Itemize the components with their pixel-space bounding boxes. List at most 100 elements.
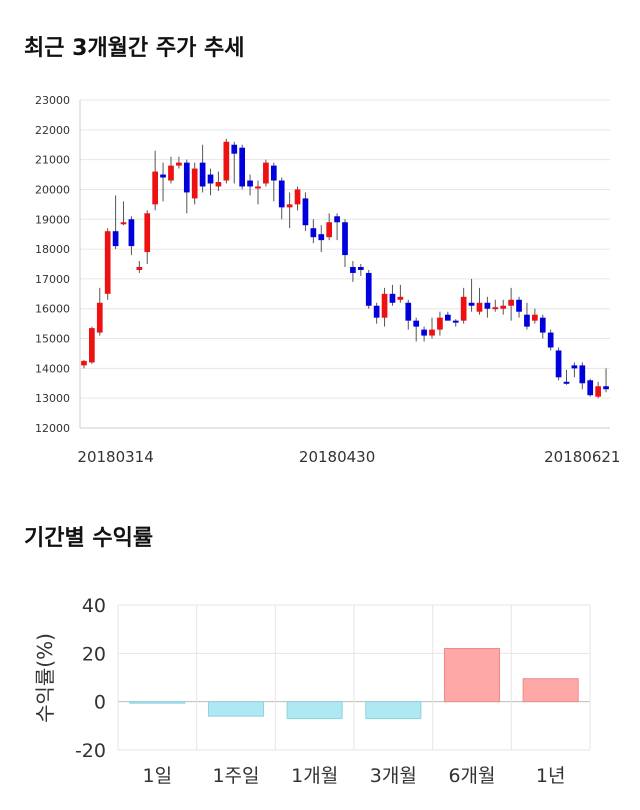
returns-bars	[129, 648, 579, 720]
candle-body	[183, 162, 190, 193]
candle	[294, 186, 301, 211]
candle	[96, 287, 103, 336]
returns-bar	[129, 701, 186, 704]
candle-body	[547, 332, 554, 348]
candle-body	[160, 174, 166, 178]
candle-body	[152, 171, 158, 205]
candle	[168, 156, 174, 184]
candle	[81, 360, 87, 369]
candle-body	[555, 350, 562, 378]
candle-body	[460, 296, 467, 321]
candle	[547, 329, 554, 351]
candle-grid	[79, 99, 610, 429]
candle-body	[239, 147, 246, 187]
candle	[278, 177, 285, 220]
candle	[286, 192, 293, 229]
candle-body	[81, 360, 87, 366]
candle	[255, 180, 261, 205]
candle	[516, 296, 522, 318]
candle	[112, 195, 119, 250]
candle	[263, 159, 269, 187]
candle-body	[500, 305, 507, 309]
candle-body	[389, 293, 396, 303]
returns-x-tick: 1일	[143, 765, 173, 787]
candle-series	[81, 138, 609, 399]
candle-body	[508, 299, 514, 306]
candle-y-tick: 22000	[35, 124, 70, 137]
candle-y-tick: 16000	[35, 303, 70, 316]
candle	[452, 319, 459, 327]
candle-body	[587, 380, 594, 396]
candle	[571, 362, 578, 378]
returns-x-tick: 3개월	[370, 765, 417, 787]
candle	[310, 219, 317, 244]
candle	[484, 296, 491, 318]
candle-body	[357, 266, 364, 270]
candle	[524, 302, 530, 330]
candle-body	[595, 386, 601, 397]
candle-y-tick: 15000	[35, 333, 70, 346]
candle	[144, 210, 151, 264]
candle	[318, 225, 325, 253]
candle-x-tick: 20180621	[544, 448, 620, 466]
candle-body	[476, 302, 483, 312]
candle	[152, 150, 158, 211]
returns-bar	[522, 678, 579, 703]
returns-x-axis: 1일 1주일 1개월 3개월 6개월 1년	[143, 765, 566, 787]
returns-y-axis: -20 0 20 40	[75, 595, 106, 762]
candle	[357, 264, 364, 276]
candle-y-tick: 14000	[35, 362, 70, 375]
returns-y-tick: 0	[94, 692, 106, 714]
candle-body	[413, 320, 420, 327]
returns-bar	[286, 701, 343, 720]
candle	[397, 284, 404, 303]
candle-body	[452, 320, 459, 323]
candle	[160, 162, 166, 202]
candle	[381, 287, 388, 327]
returns-y-label: 수익률(%)	[33, 633, 57, 723]
candle	[128, 216, 135, 256]
candle-body	[421, 329, 427, 336]
candle	[207, 168, 214, 196]
candle-body	[144, 213, 151, 253]
candle-body	[223, 141, 230, 181]
returns-bar	[443, 648, 501, 703]
candle-body	[215, 182, 222, 187]
candle	[476, 287, 483, 315]
candle	[176, 156, 182, 169]
candle	[595, 381, 601, 399]
candle	[444, 311, 451, 321]
candle-body	[207, 174, 214, 184]
candle	[492, 299, 499, 312]
candle	[437, 311, 443, 336]
candle	[373, 302, 380, 324]
candle	[350, 261, 356, 282]
candle-body	[397, 296, 404, 300]
returns-bar	[365, 701, 422, 720]
candle-body	[136, 266, 143, 270]
candle-body	[381, 293, 388, 318]
candle-body	[468, 302, 475, 306]
candle	[334, 213, 340, 241]
returns-grid	[117, 604, 591, 751]
returns-x-tick: 1개월	[291, 765, 338, 787]
candle-body	[571, 365, 578, 369]
candle	[342, 219, 348, 267]
candle	[365, 269, 372, 309]
candle	[239, 144, 246, 190]
candle	[231, 141, 238, 184]
candle-body	[365, 272, 372, 306]
candle-body	[278, 180, 285, 208]
candle-body	[286, 204, 293, 208]
candle	[539, 314, 546, 339]
candle	[555, 347, 562, 381]
candle	[191, 162, 198, 205]
candle-body	[563, 381, 570, 384]
candle	[429, 317, 435, 339]
candle-body	[373, 305, 380, 318]
candle	[120, 201, 127, 226]
candle	[199, 144, 206, 193]
candle	[405, 299, 412, 330]
candle-x-axis: 20180314 20180430 20180621	[77, 448, 620, 466]
candle-y-tick: 19000	[35, 213, 70, 226]
